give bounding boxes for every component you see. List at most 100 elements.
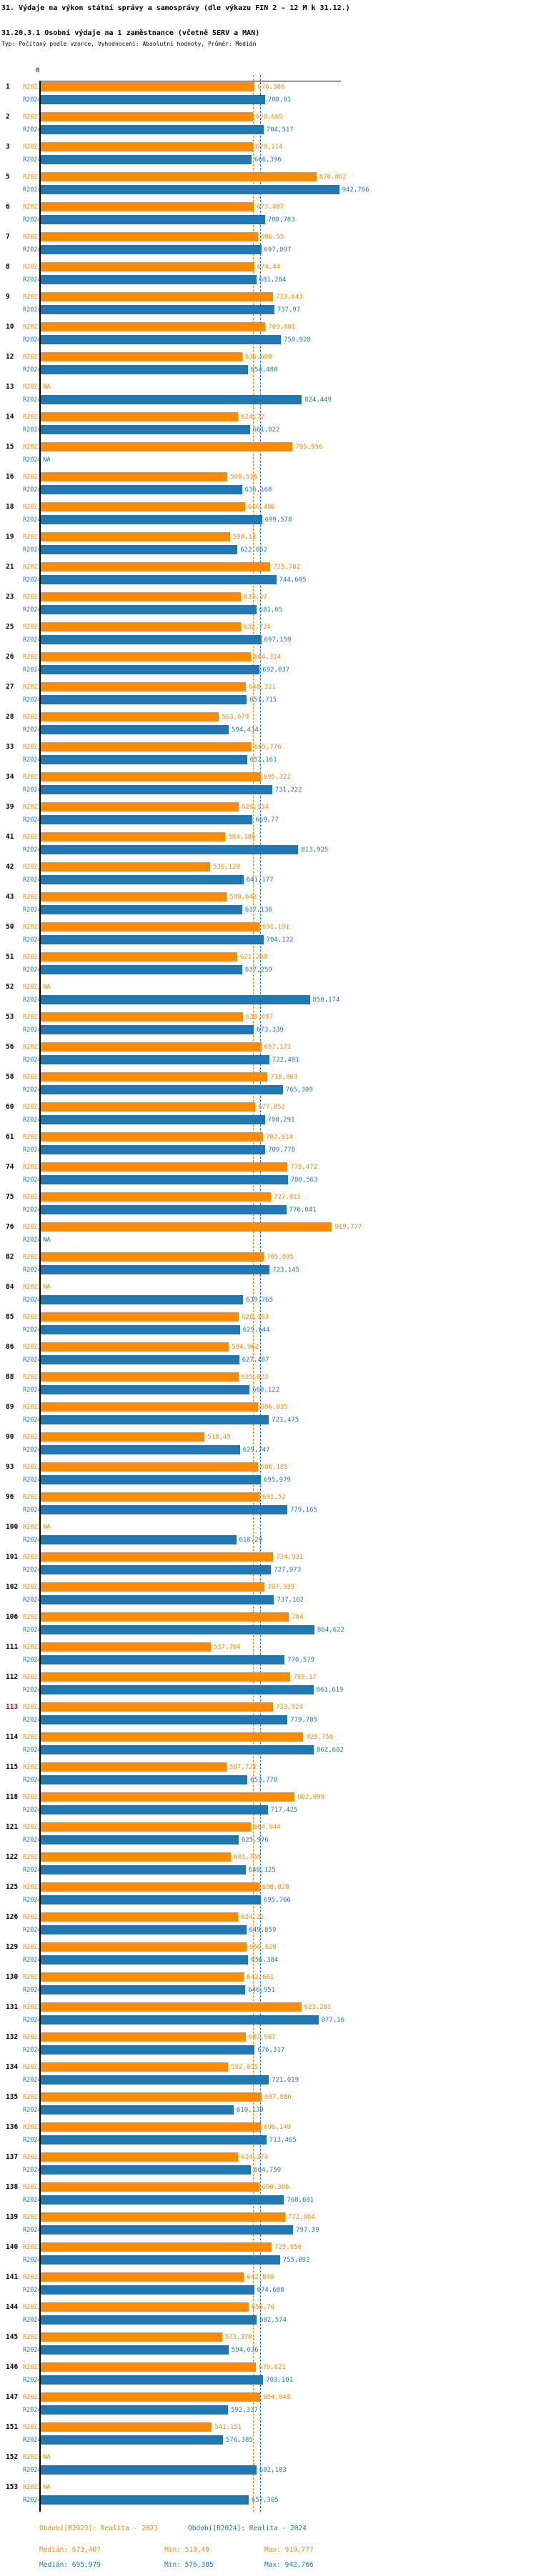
bar-value-label: 666,396 (254, 156, 282, 164)
bar-group-56: 56 R2023 697,171 R2024 722,481 (0, 1042, 536, 1072)
stat-min-r2023: Min: 518,49 (164, 2546, 209, 2554)
series-row-r2024: R2024 637,259 (23, 965, 272, 974)
bar-value-label: 632,724 (243, 623, 271, 631)
bar-r2024 (40, 2255, 280, 2265)
bar-value-label: 622,052 (240, 546, 268, 554)
series-label: R2024 (23, 816, 41, 824)
series-label: R2023 (23, 2213, 41, 2221)
bar-r2023 (40, 1072, 268, 1082)
bar-value-label: 695,322 (263, 773, 291, 781)
bar-r2024 (40, 1955, 249, 1965)
bar-r2024 (40, 605, 257, 614)
bar-group-136: 136 R2023 696,149 R2024 713,465 (0, 2122, 536, 2152)
bar-group-7: 7 R2023 686,55 R2024 697,097 (0, 232, 536, 262)
series-label: R2024 (23, 726, 41, 734)
bar-r2023 (40, 1492, 259, 1502)
series-label: R2023 (23, 1103, 41, 1111)
bar-value-label: 653,778 (250, 1776, 278, 1784)
bar-r2024 (40, 1685, 314, 1694)
row-number: 14 (6, 413, 14, 421)
bar-r2024 (40, 2165, 252, 2175)
series-row-r2023: R2023 621,288 (23, 952, 267, 962)
bar-value-label: 646,486 (248, 503, 275, 511)
bar-r2023 (40, 412, 239, 421)
bar-r2024 (40, 1115, 265, 1124)
series-label: R2023 (23, 1733, 41, 1741)
bar-value-label: 590,516 (230, 473, 258, 481)
bar-r2023 (40, 2032, 246, 2042)
series-label: R2023 (23, 1793, 41, 1801)
row-number: 125 (6, 1883, 19, 1891)
series-label: R2023 (23, 2393, 41, 2401)
series-label: R2024 (23, 606, 41, 614)
bar-r2023 (40, 1882, 259, 1892)
row-number: 16 (6, 473, 14, 481)
bar-value-label: 670,665 (255, 113, 283, 121)
bar-value-label: 629,747 (242, 1446, 270, 1454)
series-label: R2023 (23, 713, 41, 721)
series-row-r2024: R2024 674,688 (23, 2285, 284, 2295)
series-row-r2023: R2023 686,185 (23, 1462, 288, 1472)
bar-r2024 (40, 575, 277, 584)
row-number: 41 (6, 833, 14, 841)
bar-r2024 (40, 1835, 239, 1844)
bar-group-33: 33 R2023 665,776 R2024 652,161 (0, 742, 536, 772)
bar-group-152: 152 R2023 NA R2024 682,103 (0, 2452, 536, 2482)
row-number: 135 (6, 2093, 19, 2101)
bar-r2023 (40, 2332, 222, 2342)
series-label: R2023 (23, 113, 41, 121)
row-number: 126 (6, 1913, 19, 1921)
bar-value-label: 649,859 (249, 1926, 277, 1934)
bar-group-18: 18 R2023 646,486 R2024 699,578 (0, 502, 536, 532)
bar-group-52: 52 R2023 NA R2024 850,174 (0, 982, 536, 1012)
bar-r2023 (40, 1012, 243, 1022)
bar-r2023 (40, 2212, 285, 2222)
bar-value-label: 636,168 (244, 486, 272, 494)
series-label: R2024 (23, 426, 41, 434)
bar-group-85: 85 R2023 626,163 R2024 629,644 (0, 1312, 536, 1342)
page-title: 31. Výdaje na výkon státní správy a samo… (1, 4, 350, 12)
bar-r2023 (40, 862, 210, 872)
bar-r2023 (40, 2182, 259, 2192)
series-row-r2023: R2023 772,084 (23, 2212, 315, 2222)
series-label: R2024 (23, 1806, 41, 1814)
row-number: 56 (6, 1043, 14, 1051)
bar-value-label: 709,778 (268, 1146, 296, 1154)
bar-value-label: 618,29 (239, 1536, 263, 1544)
bar-r2024 (40, 875, 244, 884)
bar-group-39: 39 R2023 626,114 R2024 669,77 (0, 802, 536, 832)
series-row-r2023: R2023 705,095 (23, 1252, 294, 1262)
series-label: R2024 (23, 1416, 41, 1424)
series-row-r2024: R2024 592,337 (23, 2405, 258, 2415)
series-row-r2024: R2024 652,161 (23, 755, 277, 764)
series-label: R2024 (23, 1266, 41, 1274)
bar-r2023 (40, 1132, 263, 1142)
bar-value-label: 691,52 (262, 1493, 286, 1501)
bar-value-label: 708,783 (267, 216, 295, 224)
row-number: 141 (6, 2273, 19, 2281)
bar-r2024 (40, 2405, 228, 2415)
row-number: 89 (6, 1403, 14, 1411)
series-label: R2023 (23, 2123, 41, 2131)
bar-group-21: 21 R2023 725,782 R2024 744,605 (0, 562, 536, 592)
series-row-r2024: R2024 780,563 (23, 1175, 318, 1184)
row-number: 39 (6, 803, 14, 811)
bar-r2024 (40, 1085, 283, 1094)
series-row-r2023: R2023 636,608 (23, 352, 272, 361)
bar-group-147: 147 R2023 694,048 R2024 592,337 (0, 2392, 536, 2422)
bar-value-label: 518,49 (207, 1433, 231, 1441)
series-row-r2023: R2023 NA (23, 2452, 51, 2462)
bar-value-label: 942,766 (342, 186, 369, 194)
series-row-r2023: R2023 626,114 (23, 802, 269, 812)
series-row-r2024: R2024 627,487 (23, 1355, 269, 1364)
bar-group-140: 140 R2023 729,856 R2024 755,892 (0, 2242, 536, 2272)
bar-value-label: 676,586 (257, 83, 285, 91)
row-number: 26 (6, 653, 14, 661)
bar-value-label: 686,035 (260, 1403, 288, 1411)
series-label: R2024 (23, 2016, 41, 2024)
series-row-r2023: R2023 789,17 (23, 1672, 317, 1682)
bar-value-label: 646,951 (248, 1986, 276, 1994)
series-row-r2024: R2024 722,481 (23, 1055, 299, 1064)
bar-group-75: 75 R2023 727,815 R2024 776,041 (0, 1192, 536, 1222)
bar-r2024 (40, 2495, 249, 2505)
